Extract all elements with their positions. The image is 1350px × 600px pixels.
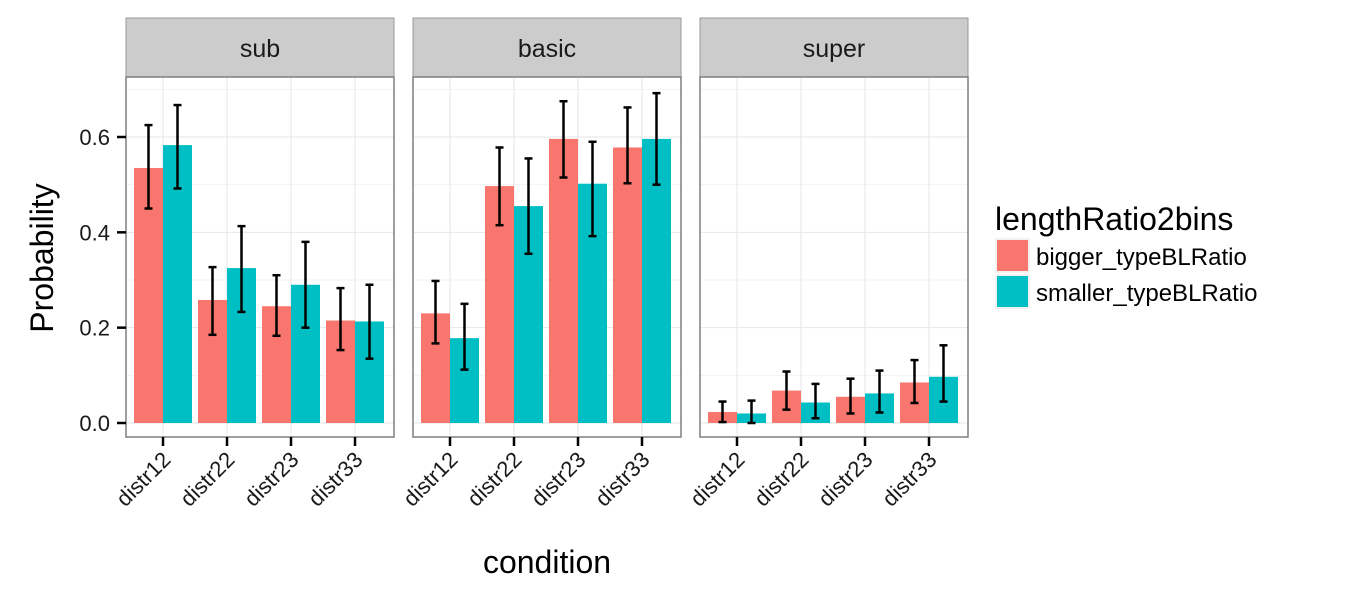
error-bar-sub-distr23-bigger_typeBLRatio <box>272 273 281 338</box>
x-tick-label: distr22 <box>749 447 813 511</box>
error-bar-basic-distr23-smaller_typeBLRatio <box>588 140 597 238</box>
error-bar-sub-distr22-smaller_typeBLRatio <box>237 224 246 314</box>
x-tick-label: distr33 <box>303 447 367 511</box>
error-bar-basic-distr23-bigger_typeBLRatio <box>559 100 568 179</box>
error-bar-basic-distr22-smaller_typeBLRatio <box>524 157 533 256</box>
error-bar-basic-distr12-bigger_typeBLRatio <box>431 279 440 345</box>
error-bar-super-distr23-bigger_typeBLRatio <box>846 377 855 415</box>
y-tick-label: 0.2 <box>79 316 110 341</box>
error-bar-sub-distr23-smaller_typeBLRatio <box>301 240 310 329</box>
error-bar-basic-distr33-smaller_typeBLRatio <box>652 91 661 186</box>
bar-basic-distr33-smaller_typeBLRatio <box>642 138 671 423</box>
facet-strip <box>125 17 395 78</box>
bar-basic-distr23-bigger_typeBLRatio <box>549 138 578 423</box>
error-bar-sub-distr12-bigger_typeBLRatio <box>144 123 153 210</box>
facet-panel-basic: basic distr12 distr22 distr23 distr33 <box>398 17 682 511</box>
bar-sub-distr12-smaller_typeBLRatio <box>163 145 192 423</box>
x-tick-label: distr23 <box>239 447 303 511</box>
error-bar-super-distr22-bigger_typeBLRatio <box>782 370 791 411</box>
error-bar-super-distr22-smaller_typeBLRatio <box>811 382 820 420</box>
x-tick-label: distr22 <box>462 447 526 511</box>
legend-item-smaller_typeBLRatio: smaller_typeBLRatio <box>995 274 1257 309</box>
error-bar-sub-distr12-smaller_typeBLRatio <box>173 103 182 190</box>
legend-key <box>997 240 1028 271</box>
facet-strip-label: sub <box>240 35 280 63</box>
x-tick-label: distr23 <box>526 447 590 511</box>
panel-border <box>412 76 682 438</box>
x-axis-title: condition <box>483 544 611 580</box>
error-bar-super-distr33-smaller_typeBLRatio <box>939 344 948 403</box>
bar-sub-distr12-bigger_typeBLRatio <box>134 167 163 423</box>
x-tick-label: distr12 <box>111 447 175 511</box>
x-tick-label: distr12 <box>398 447 462 511</box>
x-tick-label: distr12 <box>685 447 749 511</box>
x-tick-label: distr22 <box>175 447 239 511</box>
error-bar-super-distr12-smaller_typeBLRatio <box>747 399 756 425</box>
facet-strip-label: basic <box>518 35 576 63</box>
error-bar-sub-distr33-smaller_typeBLRatio <box>365 283 374 360</box>
error-bar-super-distr23-smaller_typeBLRatio <box>875 369 884 414</box>
x-tick-label: distr23 <box>813 447 877 511</box>
error-bar-sub-distr22-bigger_typeBLRatio <box>208 265 217 337</box>
legend: lengthRatio2bins bigger_typeBLRatiosmall… <box>995 201 1257 309</box>
y-tick-label: 0.6 <box>79 125 110 150</box>
x-tick-label: distr33 <box>877 447 941 511</box>
error-bar-super-distr12-bigger_typeBLRatio <box>718 400 727 424</box>
panel-border <box>125 76 395 438</box>
panel-border <box>699 76 969 438</box>
y-tick-label: 0.0 <box>79 411 110 436</box>
error-bar-basic-distr22-bigger_typeBLRatio <box>495 146 504 227</box>
y-tick-label: 0.4 <box>79 220 110 245</box>
y-axis: 0.0 0.2 0.4 0.6 <box>79 125 126 436</box>
facet-strip-label: super <box>803 35 866 63</box>
bar-basic-distr33-bigger_typeBLRatio <box>613 147 642 423</box>
legend-title: lengthRatio2bins <box>995 201 1233 237</box>
x-tick-label: distr33 <box>590 447 654 511</box>
facet-panel-sub: sub distr12 distr22 distr23 distr33 <box>111 17 395 511</box>
facet-panel-super: super distr12 distr22 distr23 distr33 <box>685 17 969 511</box>
error-bar-super-distr33-bigger_typeBLRatio <box>910 358 919 405</box>
legend-label: bigger_typeBLRatio <box>1036 244 1247 271</box>
legend-label: smaller_typeBLRatio <box>1036 280 1257 307</box>
error-bar-basic-distr12-smaller_typeBLRatio <box>460 302 469 371</box>
legend-key <box>997 276 1028 307</box>
y-axis-title: Probability <box>24 183 60 332</box>
error-bar-basic-distr33-bigger_typeBLRatio <box>623 106 632 185</box>
legend-item-bigger_typeBLRatio: bigger_typeBLRatio <box>995 238 1247 273</box>
error-bar-sub-distr33-bigger_typeBLRatio <box>336 286 345 352</box>
